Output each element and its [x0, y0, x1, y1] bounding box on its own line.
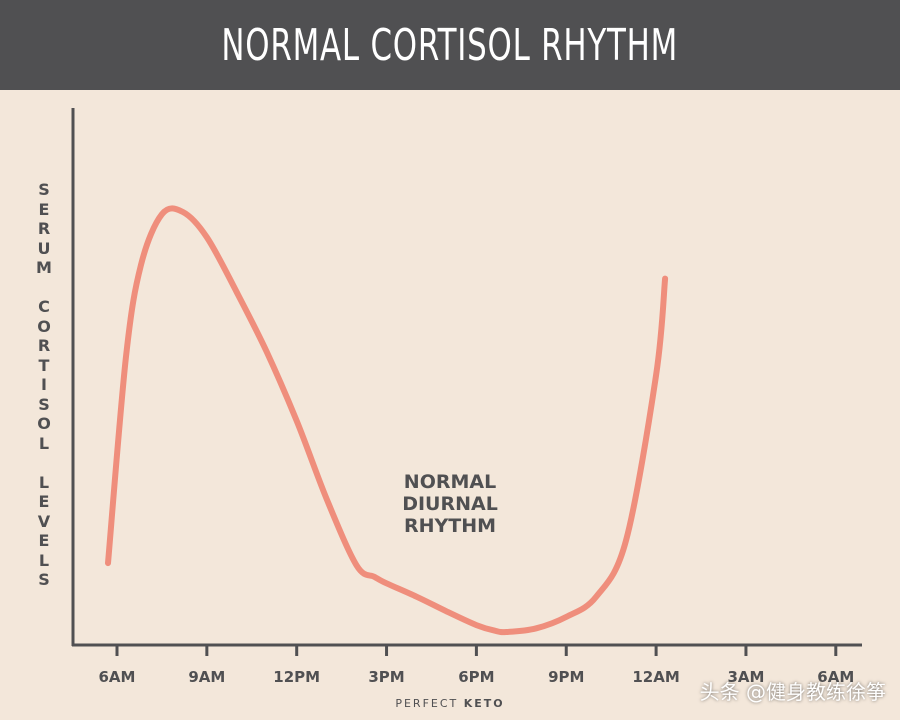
x-tick-label: 9PM	[548, 668, 584, 686]
x-tick-label: 12PM	[273, 668, 320, 686]
y-axis-label-char: O	[37, 414, 51, 433]
y-axis-label-char: T	[38, 355, 50, 375]
y-axis-label-char: R	[37, 336, 51, 355]
y-axis-label-char: L	[38, 472, 50, 492]
x-tick-label: 12AM	[632, 668, 679, 686]
y-axis-label-char: S	[38, 570, 50, 589]
y-axis-label-char: O	[37, 316, 51, 336]
annotation-line: DIURNAL	[402, 493, 498, 515]
y-axis-label-char: E	[38, 492, 50, 511]
y-axis-label-char: E	[38, 199, 50, 219]
y-axis-label-char: M	[36, 258, 52, 277]
x-tick-label: 9AM	[188, 668, 225, 686]
y-axis-label-char: C	[38, 297, 50, 316]
y-axis-label-char: S	[38, 180, 50, 199]
x-tick-label: 6AM	[99, 668, 136, 686]
y-axis-label-char: E	[38, 531, 50, 550]
brand-name-light: PERFECT	[395, 697, 459, 710]
x-tick-label: 3PM	[368, 668, 404, 686]
y-axis-label-char: L	[38, 433, 50, 453]
x-tick-label: 6AM	[817, 668, 854, 686]
watermark: 头条 @健身教练徐筝	[699, 680, 886, 704]
annotation-line: RHYTHM	[404, 515, 496, 537]
y-axis-label-char: I	[41, 375, 47, 394]
y-axis-label-char: R	[37, 219, 51, 238]
page-title: NORMAL CORTISOL RHYTHM	[221, 19, 679, 71]
y-axis-label-char: L	[38, 550, 50, 570]
annotation-line: NORMAL	[404, 471, 496, 493]
y-axis-label-char: U	[37, 238, 51, 258]
cortisol-curve	[105, 205, 669, 636]
x-tick-label: 3AM	[727, 668, 764, 686]
brand-logo: PERFECT KETO	[0, 697, 900, 710]
brand-name-bold: KETO	[463, 697, 505, 710]
y-axis-label-char: S	[38, 394, 50, 414]
header-bar: NORMAL CORTISOL RHYTHM	[0, 0, 900, 90]
x-tick-label: 6PM	[458, 668, 494, 686]
y-axis-label-char: V	[37, 511, 51, 531]
